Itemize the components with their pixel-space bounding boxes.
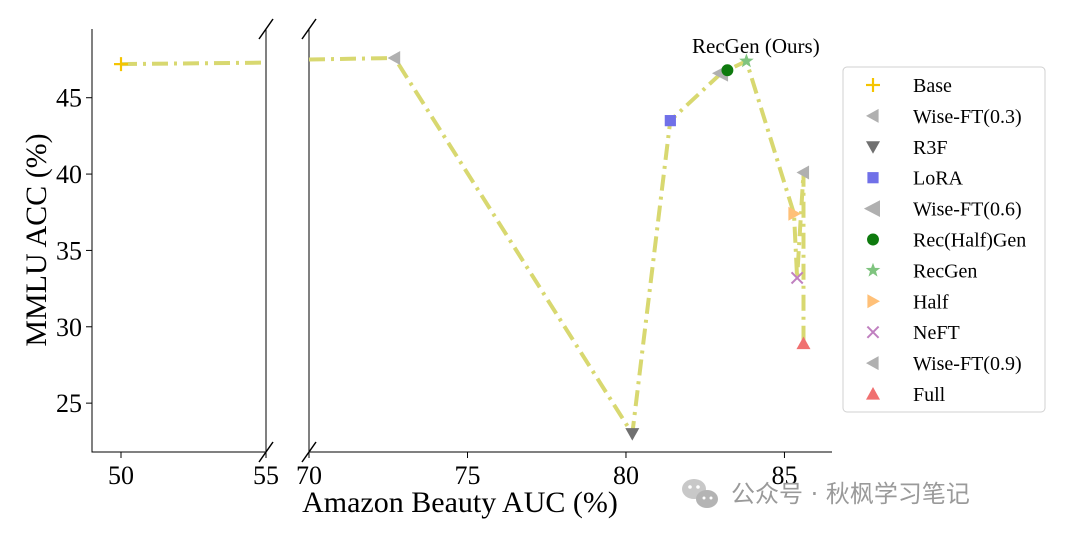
x-tick-label: 70 — [296, 461, 322, 490]
marker-full — [796, 336, 811, 350]
legend-label: Wise-FT(0.3) — [913, 106, 1022, 128]
marker-wise-ft-0-3- — [387, 51, 401, 66]
connecting-line-group — [120, 56, 806, 436]
marker-wise-ft-0-9- — [796, 165, 810, 180]
legend-marker — [866, 387, 880, 400]
legend-label: R3F — [913, 137, 947, 159]
x-tick-label: 50 — [108, 461, 134, 490]
marker-base — [114, 57, 128, 72]
y-tick-label: 35 — [56, 236, 82, 265]
marker-rec-half-gen — [721, 64, 734, 77]
marker-lora — [664, 115, 676, 127]
legend-marker — [867, 233, 879, 246]
y-axis-label: MMLU ACC (%) — [20, 133, 53, 346]
legend-label: RecGen — [913, 260, 977, 282]
x-tick-label: 85 — [771, 461, 797, 490]
y-ticks: 25 30 35 40 45 — [56, 84, 92, 418]
axis-break-mark — [301, 18, 317, 40]
marker-half — [788, 206, 801, 221]
legend-marker — [867, 172, 879, 184]
watermark-text: 公众号 · 秋枫学习笔记 — [731, 480, 970, 508]
legend-label: Half — [913, 291, 949, 313]
legend-marker — [866, 108, 879, 123]
marker-recgen — [739, 53, 754, 68]
wechat-icon — [682, 479, 718, 508]
legend-label: Base — [913, 75, 952, 97]
y-tick-label: 25 — [56, 389, 82, 418]
connecting-line — [308, 56, 806, 436]
marker-r3f — [625, 428, 640, 441]
legend-label: Full — [913, 384, 946, 406]
y-tick-label: 30 — [56, 313, 82, 342]
legend-marker — [866, 78, 880, 92]
legend-marker — [867, 294, 880, 309]
legend-label: Wise-FT(0.9) — [913, 353, 1022, 375]
legend-marker — [865, 262, 881, 277]
legend-marker — [866, 356, 879, 371]
legend-label: Rec(Half)Gen — [913, 230, 1026, 252]
left-panel-frame — [91, 29, 267, 453]
connecting-line — [120, 60, 267, 67]
marker-neft — [790, 271, 804, 285]
y-tick-label: 40 — [56, 160, 82, 189]
watermark: 公众号 · 秋枫学习笔记 — [682, 479, 970, 508]
x-ticks: 50 55 70 75 80 85 — [108, 452, 797, 490]
x-axis-label: Amazon Beauty AUC (%) — [302, 486, 618, 519]
legend-marker — [866, 141, 880, 154]
axis-break-mark — [258, 18, 274, 40]
annotation-recgen-ours: RecGen (Ours) — [692, 34, 820, 58]
legend-label: Wise-FT(0.6) — [913, 199, 1022, 221]
x-tick-label: 55 — [253, 461, 279, 490]
legend-label: NeFT — [913, 322, 960, 344]
legend-frame — [842, 66, 1046, 413]
legend: Base Wise-FT(0.3) R3F LoRA Wise-FT(0.6) Rec(H… — [842, 66, 1046, 413]
legend-label: LoRA — [913, 168, 964, 190]
data-markers — [114, 51, 811, 441]
right-panel-frame — [308, 29, 832, 453]
legend-marker — [863, 200, 880, 217]
legend-marker — [866, 325, 880, 339]
x-tick-label: 80 — [613, 461, 639, 490]
x-tick-label: 75 — [454, 461, 480, 490]
axes-frames — [91, 18, 832, 463]
y-tick-label: 45 — [56, 84, 82, 113]
